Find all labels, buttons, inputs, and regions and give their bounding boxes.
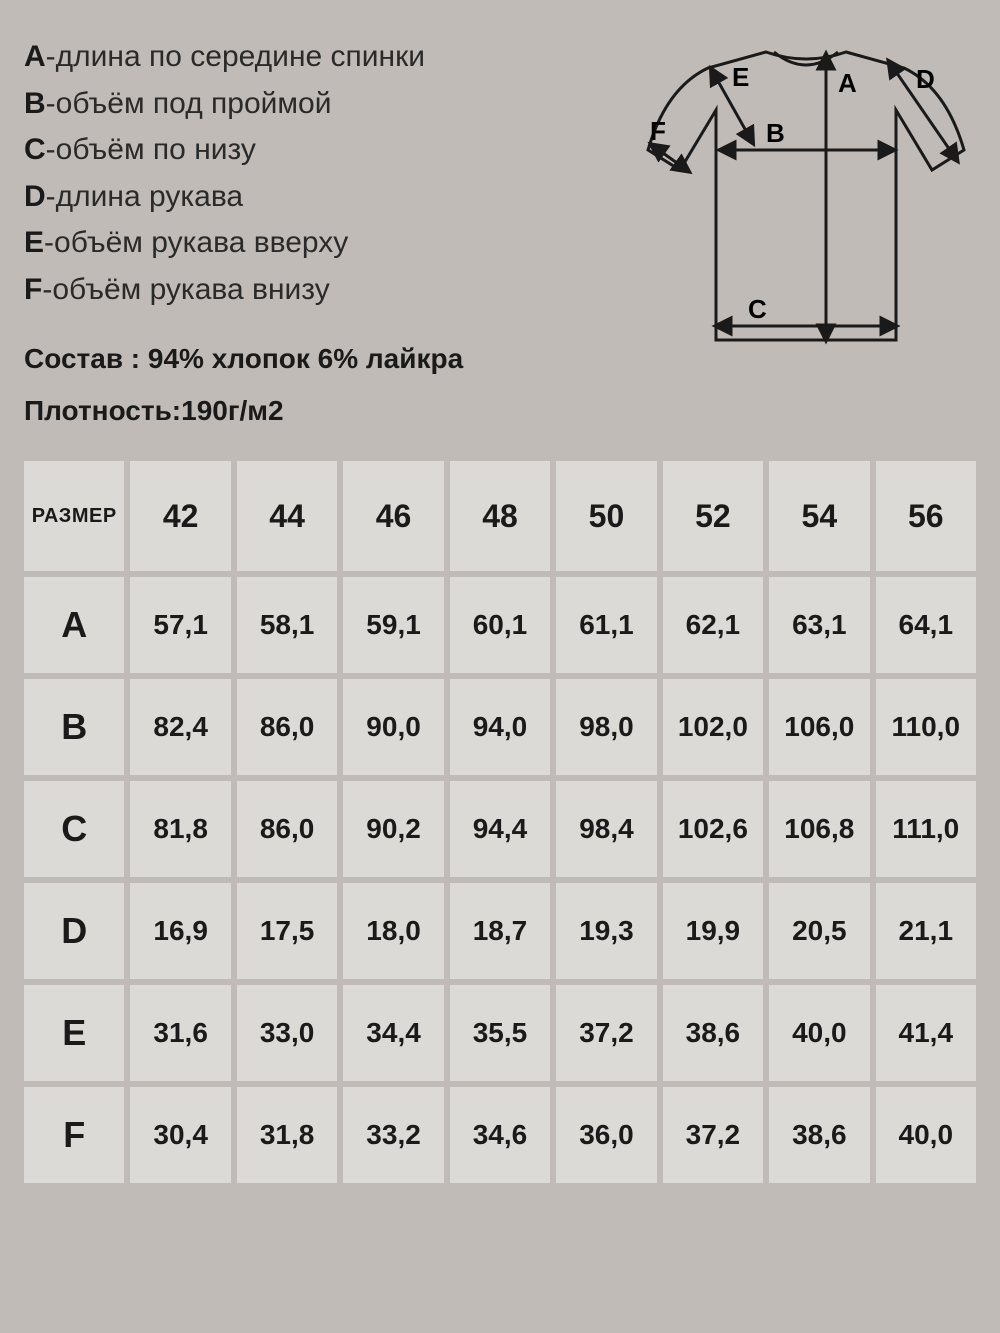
table-cell: 35,5 bbox=[450, 985, 550, 1081]
table-cell: 16,9 bbox=[130, 883, 230, 979]
table-cell: 106,8 bbox=[769, 781, 869, 877]
table-cell: 19,3 bbox=[556, 883, 656, 979]
legend-item: F-объём рукава внизу bbox=[24, 267, 636, 314]
table-cell: 58,1 bbox=[237, 577, 337, 673]
table-size-header: 56 bbox=[876, 461, 976, 571]
table-cell: 40,0 bbox=[876, 1087, 976, 1183]
table-size-header: 50 bbox=[556, 461, 656, 571]
table-cell: 90,0 bbox=[343, 679, 443, 775]
table-cell: 20,5 bbox=[769, 883, 869, 979]
table-cell: 98,4 bbox=[556, 781, 656, 877]
table-row-header: D bbox=[24, 883, 124, 979]
table-cell: 19,9 bbox=[663, 883, 763, 979]
legend-item: C-объём по низу bbox=[24, 127, 636, 174]
table-row-header: E bbox=[24, 985, 124, 1081]
table-size-header: 52 bbox=[663, 461, 763, 571]
table-cell: 37,2 bbox=[663, 1087, 763, 1183]
table-cell: 31,6 bbox=[130, 985, 230, 1081]
table-cell: 31,8 bbox=[237, 1087, 337, 1183]
diagram-label-c: C bbox=[748, 294, 767, 324]
table-size-header: 48 bbox=[450, 461, 550, 571]
legend-item: E-объём рукава вверху bbox=[24, 220, 636, 267]
table-cell: 30,4 bbox=[130, 1087, 230, 1183]
tshirt-diagram-icon: A B C D E F bbox=[636, 30, 976, 360]
table-row-header: F bbox=[24, 1087, 124, 1183]
composition-text: Состав : 94% хлопок 6% лайкра bbox=[24, 343, 636, 375]
size-table: РАЗМЕР4244464850525456A57,158,159,160,16… bbox=[24, 461, 976, 1183]
table-size-header: 46 bbox=[343, 461, 443, 571]
table-cell: 98,0 bbox=[556, 679, 656, 775]
table-size-header: 44 bbox=[237, 461, 337, 571]
legend-item: B-объём под проймой bbox=[24, 81, 636, 128]
table-cell: 34,4 bbox=[343, 985, 443, 1081]
table-cell: 34,6 bbox=[450, 1087, 550, 1183]
table-cell: 18,0 bbox=[343, 883, 443, 979]
diagram-label-f: F bbox=[650, 116, 666, 146]
table-cell: 38,6 bbox=[663, 985, 763, 1081]
table-cell: 110,0 bbox=[876, 679, 976, 775]
table-cell: 21,1 bbox=[876, 883, 976, 979]
table-cell: 64,1 bbox=[876, 577, 976, 673]
table-cell: 62,1 bbox=[663, 577, 763, 673]
table-cell: 90,2 bbox=[343, 781, 443, 877]
table-cell: 59,1 bbox=[343, 577, 443, 673]
table-row-header: B bbox=[24, 679, 124, 775]
diagram-label-a: A bbox=[838, 68, 857, 98]
density-text: Плотность:190г/м2 bbox=[24, 395, 636, 427]
table-corner: РАЗМЕР bbox=[24, 461, 124, 571]
table-cell: 111,0 bbox=[876, 781, 976, 877]
table-cell: 33,2 bbox=[343, 1087, 443, 1183]
table-cell: 82,4 bbox=[130, 679, 230, 775]
table-cell: 94,4 bbox=[450, 781, 550, 877]
table-cell: 60,1 bbox=[450, 577, 550, 673]
table-cell: 61,1 bbox=[556, 577, 656, 673]
table-cell: 102,0 bbox=[663, 679, 763, 775]
legend-item: D-длина рукава bbox=[24, 174, 636, 221]
table-cell: 86,0 bbox=[237, 781, 337, 877]
table-cell: 63,1 bbox=[769, 577, 869, 673]
table-cell: 40,0 bbox=[769, 985, 869, 1081]
table-cell: 18,7 bbox=[450, 883, 550, 979]
table-cell: 33,0 bbox=[237, 985, 337, 1081]
table-cell: 102,6 bbox=[663, 781, 763, 877]
table-cell: 17,5 bbox=[237, 883, 337, 979]
legend-item: A-длина по середине спинки bbox=[24, 34, 636, 81]
table-cell: 57,1 bbox=[130, 577, 230, 673]
table-cell: 86,0 bbox=[237, 679, 337, 775]
table-cell: 81,8 bbox=[130, 781, 230, 877]
top-region: A-длина по середине спинки B-объём под п… bbox=[24, 30, 976, 427]
table-row-header: A bbox=[24, 577, 124, 673]
table-row-header: C bbox=[24, 781, 124, 877]
table-cell: 36,0 bbox=[556, 1087, 656, 1183]
table-cell: 106,0 bbox=[769, 679, 869, 775]
legend-block: A-длина по середине спинки B-объём под п… bbox=[24, 30, 636, 427]
table-size-header: 42 bbox=[130, 461, 230, 571]
table-size-header: 54 bbox=[769, 461, 869, 571]
table-cell: 41,4 bbox=[876, 985, 976, 1081]
table-cell: 37,2 bbox=[556, 985, 656, 1081]
table-cell: 38,6 bbox=[769, 1087, 869, 1183]
table-cell: 94,0 bbox=[450, 679, 550, 775]
diagram-label-e: E bbox=[732, 62, 749, 92]
diagram-label-d: D bbox=[916, 64, 935, 94]
diagram-label-b: B bbox=[766, 118, 785, 148]
